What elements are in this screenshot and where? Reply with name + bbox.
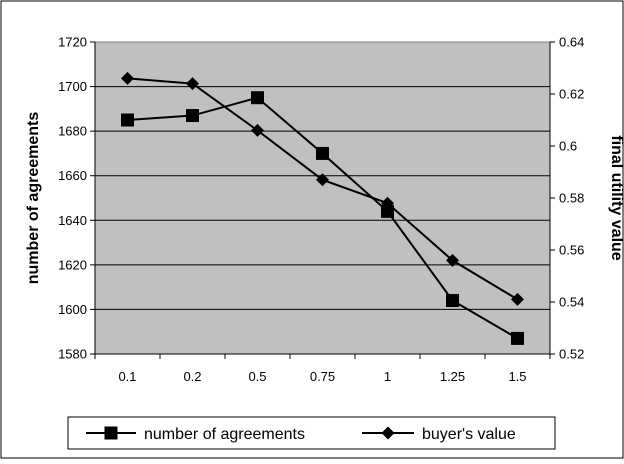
y-right-axis-title: final utility value xyxy=(608,135,624,260)
x-axis-ticks: 0.1 0.2 0.5 0.75 1 1.25 1.5 xyxy=(94,42,551,384)
y-right-tick-label: 0.52 xyxy=(559,347,584,362)
series-diamond xyxy=(121,71,524,306)
y-right-tick-label: 0.56 xyxy=(559,243,584,258)
x-tick-label: 1 xyxy=(384,369,391,384)
y-right-tick-label: 0.64 xyxy=(559,35,584,50)
y-right-tick-label: 0.6 xyxy=(559,139,577,154)
square-marker xyxy=(251,91,264,105)
square-marker xyxy=(381,204,394,218)
right-axis-ticks: 0.52 0.54 0.56 0.58 0.6 0.62 0.64 xyxy=(550,35,584,362)
y-right-tick-label: 0.54 xyxy=(559,295,584,310)
y-left-tick-label: 1640 xyxy=(58,213,87,228)
legend: number of agreements buyer's value xyxy=(67,416,556,450)
y-left-tick-label: 1620 xyxy=(58,257,87,272)
square-marker xyxy=(121,113,134,127)
y-right-tick-label: 0.58 xyxy=(559,191,584,206)
series-layer xyxy=(121,71,524,345)
diamond-marker xyxy=(381,196,394,210)
plot-area xyxy=(94,41,551,355)
x-tick-label: 1.25 xyxy=(440,369,465,384)
diamond-marker xyxy=(186,77,199,91)
x-tick-label: 0.75 xyxy=(310,369,335,384)
y-left-tick-label: 1580 xyxy=(58,347,87,362)
y-left-tick-label: 1660 xyxy=(58,168,87,183)
diamond-marker xyxy=(316,173,329,187)
y-left-tick-label: 1680 xyxy=(58,124,87,139)
y-right-tick-label: 0.62 xyxy=(559,87,584,102)
series-square xyxy=(121,91,524,345)
legend-label: number of agreements xyxy=(144,426,305,443)
legend-square-marker xyxy=(104,426,118,440)
y-left-tick-label: 1700 xyxy=(58,79,87,94)
diamond-marker xyxy=(446,253,459,267)
x-tick-label: 1.5 xyxy=(508,369,526,384)
diamond-marker xyxy=(251,123,264,137)
left-axis-ticks: 1580 1600 1620 1640 1660 1680 1700 1720 xyxy=(58,35,95,362)
square-marker xyxy=(511,331,524,345)
y-left-tick-label: 1600 xyxy=(58,302,87,317)
diamond-marker xyxy=(511,292,524,306)
square-marker xyxy=(446,294,459,308)
legend-diamond-marker xyxy=(381,426,395,440)
x-tick-label: 0.1 xyxy=(118,369,136,384)
x-tick-label: 0.5 xyxy=(248,369,266,384)
legend-box xyxy=(67,416,556,450)
legend-label: buyer's value xyxy=(422,426,516,443)
diamond-marker xyxy=(121,71,134,85)
x-tick-label: 0.2 xyxy=(183,369,201,384)
y-left-tick-label: 1720 xyxy=(58,35,87,50)
y-left-axis-title: number of agreements xyxy=(25,112,42,285)
gridlines xyxy=(95,86,550,310)
square-marker xyxy=(316,146,329,160)
square-marker xyxy=(186,109,199,123)
